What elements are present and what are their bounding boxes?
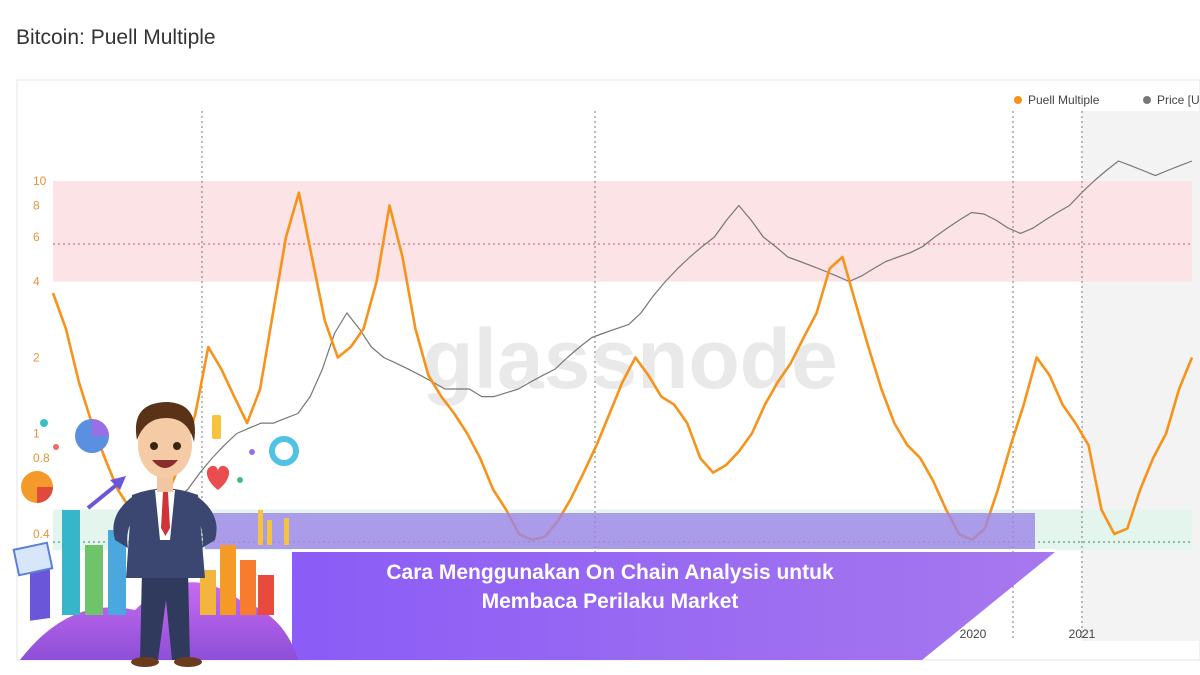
legend-marker-0 — [1014, 96, 1022, 104]
man-arm-left — [113, 497, 140, 548]
legend-label-1: Price [U — [1157, 93, 1200, 107]
man-eye-left — [150, 442, 158, 450]
dot-icon-1 — [40, 419, 48, 427]
man-eye-right — [173, 442, 181, 450]
device-panel — [12, 541, 54, 577]
ill-bar-12 — [212, 415, 221, 439]
y-tick-label: 4 — [33, 274, 40, 288]
series-line-0 — [51, 191, 1194, 542]
purple-strip — [205, 513, 1035, 549]
ill-bar-4 — [108, 530, 126, 615]
ill-bar-3 — [85, 545, 103, 615]
man-shoe-left — [131, 657, 159, 667]
pie-icon-orange — [21, 471, 53, 503]
top-band — [53, 181, 1192, 282]
businessman-illustration — [113, 402, 217, 667]
man-arm-right — [190, 497, 217, 548]
banner-line-2: Membaca Perilaku Market — [481, 590, 739, 613]
device-illustration — [12, 541, 54, 577]
y-tick-label: 1 — [33, 427, 40, 441]
ill-bar-10 — [267, 520, 272, 545]
ill-bar-11 — [284, 518, 289, 545]
watermark: glassnode — [422, 312, 837, 406]
ill-bar-5 — [200, 570, 216, 615]
y-tick-label: 6 — [33, 230, 40, 244]
dot-icon-4 — [237, 477, 243, 483]
ill-bar-8 — [258, 575, 274, 615]
man-mouth — [152, 460, 178, 468]
series-line-1 — [150, 160, 1193, 522]
man-hair — [135, 402, 195, 442]
legend-marker-1 — [1143, 96, 1151, 104]
banner-text: Cara Menggunakan On Chain Analysis untuk… — [300, 558, 920, 616]
man-head — [138, 412, 192, 478]
bar-chart-illustration — [30, 415, 289, 621]
arrow-up-icon — [86, 476, 126, 510]
pie-icon-blue — [75, 419, 109, 453]
ill-bar-1 — [30, 567, 50, 621]
banner-line-1: Cara Menggunakan On Chain Analysis untuk — [386, 561, 834, 584]
page-title: Bitcoin: Puell Multiple — [16, 26, 216, 49]
y-tick-label: 2 — [33, 351, 40, 365]
y-tick-label: 0.4 — [33, 527, 50, 541]
dot-icon-3 — [249, 449, 255, 455]
banner-shape — [292, 552, 1055, 660]
ill-bar-6 — [220, 545, 236, 615]
man-tie — [161, 492, 170, 536]
y-tick-label: 0.8 — [33, 451, 50, 465]
y-tick-label: 10 — [33, 174, 47, 188]
ring-icon — [269, 436, 299, 466]
man-shoe-right — [174, 657, 202, 667]
legend-label-0: Puell Multiple — [1028, 93, 1100, 107]
ill-bar-9 — [258, 510, 263, 545]
heart-icon — [206, 465, 230, 490]
man-neck — [157, 476, 173, 492]
x-tick-label: 2020 — [960, 627, 987, 641]
man-legs — [140, 570, 190, 660]
y-tick-label: 8 — [33, 198, 40, 212]
ill-bar-2 — [62, 510, 80, 615]
x-tick-label: 2021 — [1069, 627, 1096, 641]
ill-bar-7 — [240, 560, 256, 615]
dot-icon-2 — [53, 444, 59, 450]
